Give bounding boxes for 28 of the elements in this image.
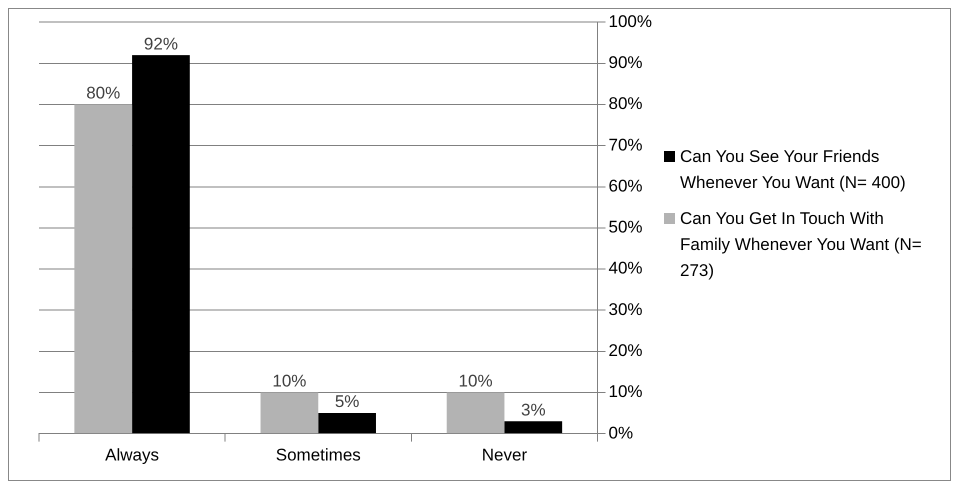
y-tick-label: 0% [608,423,634,442]
bar [260,392,318,434]
data-label: 10% [458,372,493,391]
data-label: 80% [86,84,120,103]
x-tick-label: Always [105,445,160,464]
y-tick-label: 40% [608,258,643,278]
y-tick-label: 10% [608,382,643,402]
y-tick-label: 30% [608,300,643,319]
data-label: 3% [521,400,546,420]
data-label: 92% [144,34,178,54]
bar [446,392,504,434]
legend-label: Can You See Your Friends Whenever You Want (N= 400) [680,146,907,194]
y-tick-label: 20% [608,341,643,360]
x-tick-label: Never [482,445,528,464]
y-tick-label: 60% [608,176,643,196]
x-tick-label: Sometimes [276,445,361,464]
data-label: 10% [272,372,306,391]
bar [504,421,562,434]
y-tick-label: 50% [608,218,643,237]
legend-label: Can You Get In Touch With Family Whenever You Want (N= 273) [680,208,923,282]
bar [318,413,376,434]
y-tick-label: 70% [608,135,643,154]
y-tick-label: 90% [608,53,643,72]
bar [74,104,132,434]
data-label: 5% [334,392,360,412]
bar [132,55,190,434]
y-tick-label: 80% [608,94,643,114]
y-tick-label: 100% [608,12,652,31]
